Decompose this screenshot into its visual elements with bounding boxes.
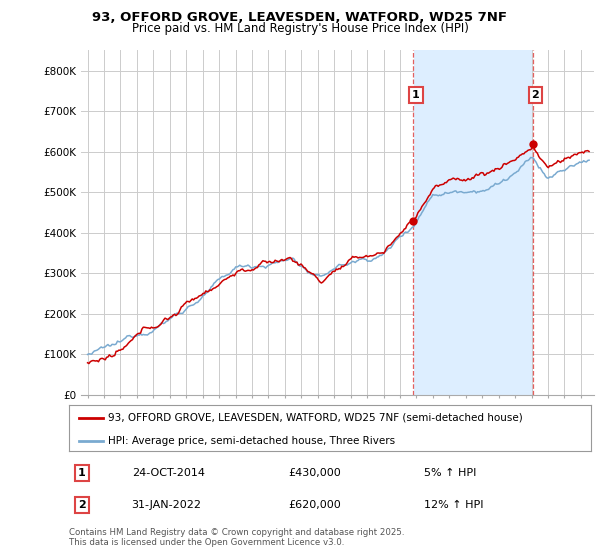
Text: £430,000: £430,000 [288,468,341,478]
HPI: Average price, semi-detached house, Three Rivers: (2.01e+03, 3.32e+05): Average price, semi-detached house, Thre… [280,257,287,264]
Text: Contains HM Land Registry data © Crown copyright and database right 2025.
This d: Contains HM Land Registry data © Crown c… [69,528,404,547]
HPI: Average price, semi-detached house, Three Rivers: (2.02e+03, 5.01e+05): Average price, semi-detached house, Thre… [449,188,457,195]
93, OFFORD GROVE, LEAVESDEN, WATFORD, WD25 7NF (semi-detached house) [497,165,505,172]
Text: 2: 2 [78,500,86,510]
93, OFFORD GROVE, LEAVESDEN, WATFORD, WD25 7NF (semi-detached house) [286,254,293,261]
Text: 2: 2 [532,90,539,100]
Text: 93, OFFORD GROVE, LEAVESDEN, WATFORD, WD25 7NF (semi-detached house): 93, OFFORD GROVE, LEAVESDEN, WATFORD, WD… [108,413,523,423]
Text: 1: 1 [78,468,86,478]
93, OFFORD GROVE, LEAVESDEN, WATFORD, WD25 7NF (semi-detached house) [84,360,91,366]
Text: Price paid vs. HM Land Registry's House Price Index (HPI): Price paid vs. HM Land Registry's House … [131,22,469,35]
93, OFFORD GROVE, LEAVESDEN, WATFORD, WD25 7NF (semi-detached house) [451,175,458,182]
93, OFFORD GROVE, LEAVESDEN, WATFORD, WD25 7NF (semi-detached house) [281,256,288,263]
HPI: Average price, semi-detached house, Three Rivers: (2.02e+03, 5.21e+05): Average price, semi-detached house, Thre… [496,180,503,187]
HPI: Average price, semi-detached house, Three Rivers: (2e+03, 1.99e+05): Average price, semi-detached house, Thre… [171,311,178,318]
HPI: Average price, semi-detached house, Three Rivers: (2.03e+03, 5.79e+05): Average price, semi-detached house, Thre… [586,157,593,164]
Text: HPI: Average price, semi-detached house, Three Rivers: HPI: Average price, semi-detached house,… [108,436,395,446]
93, OFFORD GROVE, LEAVESDEN, WATFORD, WD25 7NF (semi-detached house) [586,148,593,155]
Line: HPI: Average price, semi-detached house, Three Rivers: HPI: Average price, semi-detached house,… [88,157,589,354]
93, OFFORD GROVE, LEAVESDEN, WATFORD, WD25 7NF (semi-detached house) [530,140,537,147]
93, OFFORD GROVE, LEAVESDEN, WATFORD, WD25 7NF (semi-detached house) [85,360,92,367]
Line: 93, OFFORD GROVE, LEAVESDEN, WATFORD, WD25 7NF (semi-detached house): 93, OFFORD GROVE, LEAVESDEN, WATFORD, WD… [88,143,589,363]
Text: 31-JAN-2022: 31-JAN-2022 [131,500,202,510]
Text: 93, OFFORD GROVE, LEAVESDEN, WATFORD, WD25 7NF: 93, OFFORD GROVE, LEAVESDEN, WATFORD, WD… [92,11,508,24]
HPI: Average price, semi-detached house, Three Rivers: (2.02e+03, 5.69e+05): Average price, semi-detached house, Thre… [520,161,527,167]
93, OFFORD GROVE, LEAVESDEN, WATFORD, WD25 7NF (semi-detached house) [521,149,529,156]
HPI: Average price, semi-detached house, Three Rivers: (2.01e+03, 3.34e+05): Average price, semi-detached house, Thre… [285,256,292,263]
93, OFFORD GROVE, LEAVESDEN, WATFORD, WD25 7NF (semi-detached house) [172,312,179,319]
Text: 24-OCT-2014: 24-OCT-2014 [131,468,205,478]
HPI: Average price, semi-detached house, Three Rivers: (2.02e+03, 5.86e+05): Average price, semi-detached house, Thre… [527,154,534,161]
HPI: Average price, semi-detached house, Three Rivers: (2e+03, 9.96e+04): Average price, semi-detached house, Thre… [84,351,91,358]
Text: 12% ↑ HPI: 12% ↑ HPI [424,500,484,510]
Text: £620,000: £620,000 [288,500,341,510]
Text: 5% ↑ HPI: 5% ↑ HPI [424,468,476,478]
Text: 1: 1 [412,90,420,100]
